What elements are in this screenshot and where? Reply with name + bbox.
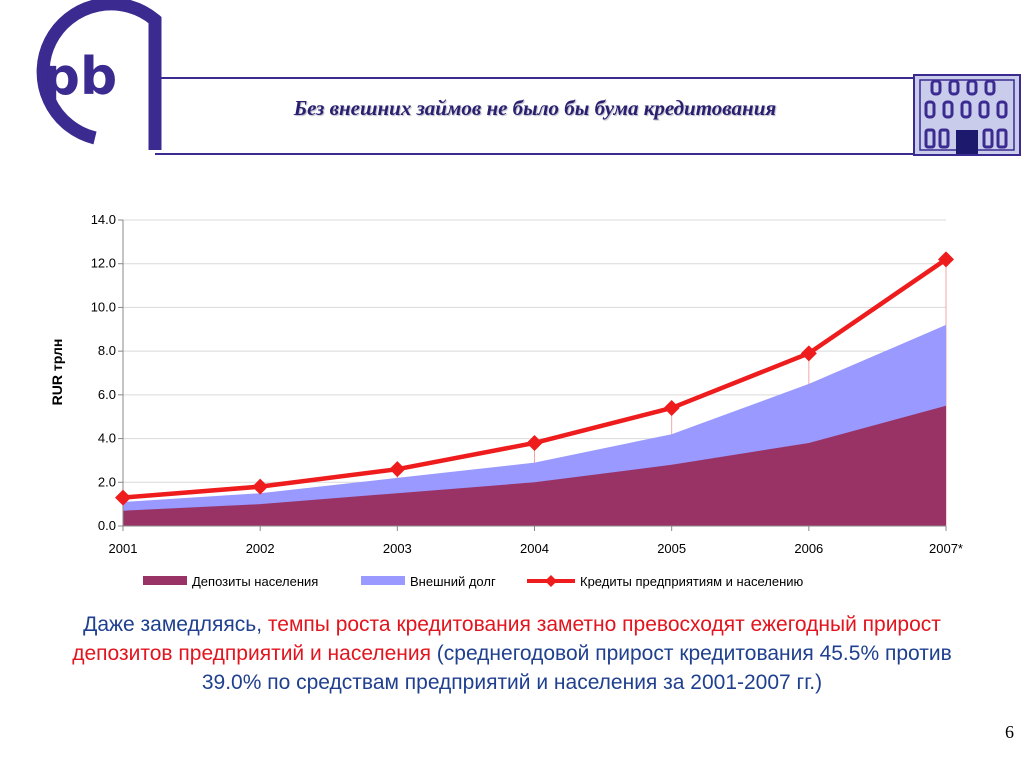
y-tick-label: 10.0: [91, 299, 116, 314]
legend-label-deposits: Депозиты населения: [192, 574, 318, 589]
legend: Депозиты населения Внешний долг Кредиты пр…: [143, 574, 804, 589]
legend-label-credits: Кредиты предприятиям и населению: [580, 574, 804, 589]
legend-swatch-foreign-debt: [361, 576, 405, 585]
caption-highlight: темпы роста кредитования заметно превосх…: [72, 613, 941, 665]
legend-swatch-deposits: [143, 576, 187, 585]
page-number: 6: [1005, 722, 1014, 742]
data-point-marker: [252, 478, 269, 495]
data-point-marker: [115, 489, 131, 506]
x-tick-label: 2003: [383, 541, 412, 556]
y-tick-label: 6.0: [98, 387, 116, 402]
y-tick-labels: 0.0 2.0 4.0 6.0 8.0 10.0 12.0 14.0: [91, 212, 123, 533]
y-tick-label: 0.0: [98, 518, 116, 533]
data-point-marker: [526, 434, 543, 451]
chart: 0.0 2.0 4.0 6.0 8.0 10.0 12.0 14.0 2001 2002 2003…: [49, 212, 963, 589]
y-tick-label: 4.0: [98, 431, 116, 446]
header-frame: pb: [36, 0, 1021, 156]
data-point-marker: [663, 399, 680, 416]
caption-part-3: (среднегодовой прирост кредитования 45.5…: [201, 642, 952, 694]
legend-swatch-credits-marker: [545, 575, 557, 587]
x-tick-label: 2004: [520, 541, 549, 556]
series-area-deposits: [123, 405, 946, 526]
x-tick-label: 2001: [109, 541, 138, 556]
caption-part-1: Даже замедляясь,: [83, 613, 268, 636]
x-tick-label: 2005: [657, 541, 686, 556]
x-tick-label: 2002: [246, 541, 275, 556]
logo-text: pb: [43, 47, 117, 107]
slide-title: Без внешних займов не было бы бума креди…: [293, 96, 777, 120]
building-icon: [913, 74, 1021, 156]
legend-label-foreign-debt: Внешний долг: [410, 574, 496, 589]
credit-line: [115, 251, 954, 506]
y-tick-label: 14.0: [91, 212, 116, 227]
y-tick-label: 2.0: [98, 474, 116, 489]
x-tick-label: 2006: [794, 541, 823, 556]
data-point-marker: [938, 251, 954, 268]
data-point-marker: [389, 461, 406, 478]
caption: Даже замедляясь, темпы роста кредитовани…: [60, 610, 964, 697]
areas: [123, 324, 946, 526]
x-tick-label: 2007*: [929, 541, 963, 556]
y-axis-label: RUR трлн: [49, 339, 65, 406]
data-point-marker: [800, 345, 817, 362]
pb-logo: pb: [36, 0, 162, 150]
x-tick-labels: 2001 2002 2003 2004 2005 2006 2007*: [109, 526, 963, 556]
y-tick-label: 8.0: [98, 343, 116, 358]
y-tick-label: 12.0: [91, 256, 116, 271]
